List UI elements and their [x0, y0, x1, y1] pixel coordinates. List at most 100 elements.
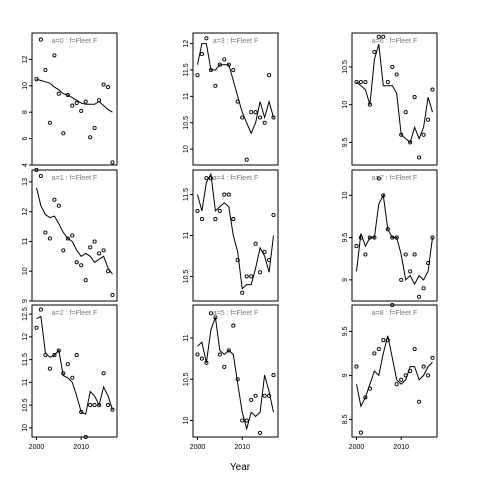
data-point: [417, 399, 422, 404]
data-point: [83, 99, 88, 104]
x-tick-label: 2010: [393, 444, 409, 451]
panel-2: a=6 : f=Fleet F 9.5 10 10.5: [342, 32, 438, 166]
data-point: [231, 323, 236, 328]
data-point: [367, 235, 372, 240]
data-point: [208, 176, 213, 181]
data-point: [399, 377, 404, 382]
data-point: [249, 397, 254, 402]
data-point: [267, 393, 272, 398]
data-point: [47, 120, 52, 125]
data-point: [412, 252, 417, 257]
data-point: [430, 355, 435, 360]
data-point: [34, 77, 39, 82]
data-point: [390, 235, 395, 240]
data-point: [244, 418, 249, 423]
fitted-line: [356, 335, 433, 408]
data-point: [399, 132, 404, 137]
data-point: [376, 346, 381, 352]
data-point: [213, 315, 218, 320]
panel-label: a=3 : f=Fleet F: [213, 38, 259, 45]
y-tick-label: 9.5: [342, 326, 349, 336]
data-point: [101, 82, 106, 87]
data-point: [372, 49, 377, 54]
data-point: [408, 368, 413, 374]
fitted-line: [356, 193, 433, 286]
data-point: [408, 269, 413, 274]
y-tick-label: 10: [22, 82, 29, 90]
data-point: [83, 434, 88, 440]
y-tick-label: 11: [22, 379, 29, 386]
y-tick-label: 12: [22, 55, 29, 63]
data-point: [381, 338, 386, 343]
panel-6: a=2 : f=Fleet F 10 10.5 11 11.5 12 12.5 2000 201…: [22, 304, 118, 451]
data-point: [271, 212, 276, 218]
fitted-line: [36, 315, 113, 415]
data-point: [421, 132, 426, 137]
data-point: [208, 311, 213, 316]
data-point: [88, 135, 93, 140]
x-tick-label: 2000: [190, 444, 206, 451]
panel-label: a=4 : f=Fleet F: [213, 175, 259, 182]
data-point: [372, 235, 377, 240]
panel-label: a=8 : f=Fleet F: [372, 310, 418, 317]
y-tick-label: 9.5: [342, 233, 349, 243]
panel-frame: [31, 169, 118, 302]
data-point: [43, 67, 48, 73]
data-point: [430, 87, 435, 92]
data-point: [43, 230, 48, 235]
data-point: [38, 307, 43, 312]
panel-7: a=5 : f=Fleet F 10 10.5 11 2000 2010: [183, 304, 279, 451]
data-point: [199, 217, 204, 222]
data-point: [34, 167, 39, 173]
y-tick-label: 10: [22, 267, 29, 275]
x-tick-label: 2000: [349, 444, 365, 451]
data-point: [417, 294, 422, 299]
data-point: [213, 217, 218, 222]
data-point: [372, 351, 377, 356]
data-point: [258, 430, 263, 435]
fitted-line: [197, 172, 274, 290]
y-tick-label: 6: [22, 137, 29, 141]
panel-label: a=5 : f=Fleet F: [213, 310, 259, 317]
data-point: [106, 403, 111, 408]
y-tick-label: 12: [183, 40, 190, 48]
data-point: [92, 403, 97, 408]
y-tick-label: 11.5: [183, 188, 190, 201]
data-point: [367, 102, 372, 107]
fitted-line: [356, 44, 433, 144]
data-point: [262, 249, 267, 254]
data-point: [235, 258, 240, 263]
data-point: [222, 57, 227, 62]
data-point: [92, 125, 97, 131]
panel-frame: [192, 304, 279, 438]
data-point: [74, 260, 79, 265]
y-tick-label: 12: [22, 208, 29, 216]
y-tick-label: 11.5: [183, 63, 190, 76]
data-point: [381, 193, 386, 198]
data-point: [363, 79, 368, 85]
data-point: [240, 115, 245, 120]
data-point: [235, 377, 240, 382]
data-point: [88, 245, 93, 250]
fitted-line: [197, 43, 274, 135]
data-point: [403, 110, 408, 115]
y-tick-label: 4: [22, 163, 29, 167]
data-point: [65, 362, 70, 367]
data-point: [231, 217, 236, 222]
data-point: [385, 227, 390, 232]
data-point: [97, 403, 102, 408]
data-point: [61, 248, 66, 253]
y-tick-label: 10: [22, 424, 29, 432]
data-point: [92, 239, 97, 244]
data-point: [244, 157, 249, 162]
data-point: [70, 233, 75, 238]
data-point: [106, 85, 111, 90]
data-point: [217, 62, 222, 67]
data-point: [426, 260, 431, 266]
data-point: [97, 98, 102, 103]
y-tick-label: 9: [22, 299, 29, 303]
data-point: [354, 244, 359, 249]
data-point: [354, 79, 359, 85]
data-point: [65, 92, 70, 98]
data-point: [204, 176, 209, 181]
